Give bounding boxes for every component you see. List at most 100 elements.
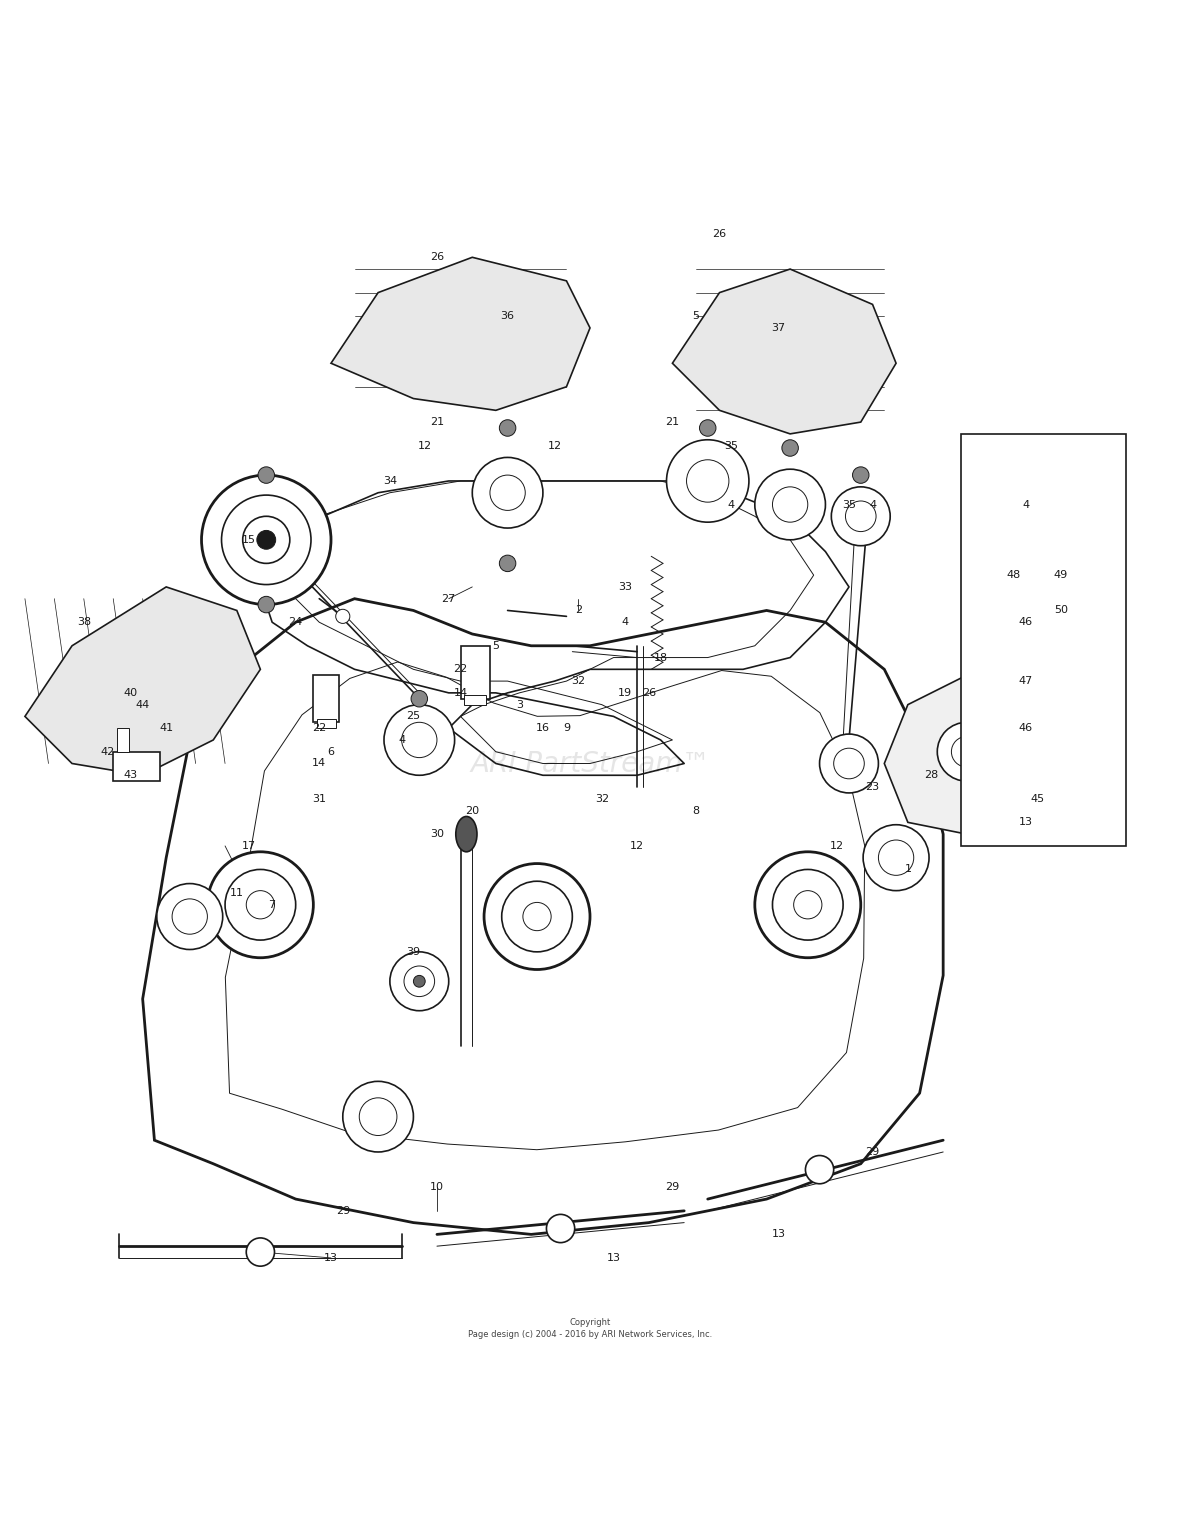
Circle shape: [389, 951, 448, 1011]
Circle shape: [1032, 696, 1061, 725]
Text: 4: 4: [868, 499, 876, 510]
Text: 21: 21: [430, 417, 444, 428]
Text: 19: 19: [618, 687, 632, 698]
Circle shape: [832, 487, 890, 545]
Polygon shape: [25, 586, 261, 776]
Text: 17: 17: [242, 841, 256, 851]
Circle shape: [225, 869, 296, 941]
Polygon shape: [884, 669, 1037, 834]
Text: 35: 35: [725, 441, 739, 450]
Text: 41: 41: [159, 724, 173, 733]
Circle shape: [700, 420, 716, 437]
Circle shape: [755, 469, 826, 541]
Text: 16: 16: [536, 724, 550, 733]
Text: 26: 26: [642, 687, 656, 698]
Circle shape: [852, 467, 868, 484]
Circle shape: [472, 458, 543, 528]
Text: 13: 13: [1018, 817, 1032, 828]
Circle shape: [1029, 510, 1064, 545]
Text: 26: 26: [430, 252, 444, 263]
Circle shape: [157, 884, 223, 950]
Circle shape: [208, 852, 314, 957]
Text: 14: 14: [453, 687, 467, 698]
Circle shape: [258, 467, 275, 484]
Text: 12: 12: [548, 441, 562, 450]
Text: 18: 18: [654, 652, 668, 663]
Text: 22: 22: [453, 664, 467, 675]
Bar: [314, 675, 340, 722]
Text: 44: 44: [136, 699, 150, 710]
Text: 8: 8: [693, 806, 700, 815]
Circle shape: [845, 501, 876, 531]
Text: 15: 15: [242, 534, 256, 545]
Text: 47: 47: [1018, 676, 1032, 686]
Text: 1: 1: [904, 864, 911, 875]
Text: 6: 6: [328, 747, 334, 757]
Circle shape: [1029, 646, 1064, 681]
Text: 49: 49: [1054, 570, 1068, 580]
Text: 13: 13: [324, 1254, 337, 1263]
Circle shape: [755, 852, 860, 957]
Text: 42: 42: [100, 747, 114, 757]
Circle shape: [243, 516, 290, 563]
Text: 5: 5: [492, 641, 499, 651]
Text: 7: 7: [269, 899, 276, 910]
Circle shape: [1040, 473, 1054, 489]
Text: 10: 10: [430, 1182, 444, 1193]
Circle shape: [257, 530, 276, 550]
Text: 29: 29: [335, 1206, 350, 1215]
Ellipse shape: [455, 817, 477, 852]
Circle shape: [1032, 467, 1061, 495]
Circle shape: [794, 890, 822, 919]
Text: 21: 21: [666, 417, 680, 428]
Bar: [961, 434, 1126, 846]
Text: 13: 13: [772, 1229, 786, 1240]
Text: 5: 5: [693, 312, 700, 321]
Text: Copyright: Copyright: [570, 1318, 610, 1327]
Text: 39: 39: [406, 947, 420, 957]
Text: ARI PartStream™: ARI PartStream™: [470, 750, 710, 777]
Circle shape: [342, 1081, 413, 1151]
Text: 11: 11: [230, 889, 244, 898]
Circle shape: [523, 902, 551, 930]
Circle shape: [1041, 704, 1053, 716]
Text: 4: 4: [622, 617, 629, 628]
Text: 40: 40: [124, 687, 138, 698]
Text: 32: 32: [595, 794, 609, 803]
Text: 45: 45: [1030, 794, 1044, 803]
Bar: [117, 728, 129, 751]
Circle shape: [806, 1156, 834, 1183]
Text: 50: 50: [1054, 606, 1068, 615]
Circle shape: [484, 864, 590, 970]
Bar: [317, 719, 336, 728]
Circle shape: [247, 1238, 275, 1266]
Circle shape: [773, 487, 808, 522]
Bar: [1037, 557, 1056, 586]
Text: 25: 25: [406, 712, 420, 721]
Text: 12: 12: [630, 841, 644, 851]
Circle shape: [172, 899, 208, 935]
Circle shape: [834, 748, 864, 779]
Text: 46: 46: [1018, 724, 1032, 733]
Circle shape: [667, 440, 749, 522]
Text: 4: 4: [398, 734, 405, 745]
Circle shape: [411, 690, 427, 707]
Circle shape: [1025, 596, 1068, 638]
Text: 2: 2: [575, 606, 582, 615]
Text: 20: 20: [465, 806, 479, 815]
Bar: [464, 695, 486, 704]
Circle shape: [502, 881, 572, 951]
Text: 24: 24: [289, 617, 303, 628]
Circle shape: [359, 1098, 396, 1136]
Circle shape: [490, 475, 525, 510]
Text: 46: 46: [1018, 617, 1032, 628]
Text: 29: 29: [865, 1147, 879, 1157]
Text: 9: 9: [563, 724, 570, 733]
Text: 28: 28: [924, 770, 938, 780]
Circle shape: [782, 440, 799, 457]
Text: 23: 23: [865, 782, 879, 793]
Text: 36: 36: [500, 312, 514, 321]
Text: 33: 33: [618, 582, 632, 592]
Text: 32: 32: [571, 676, 585, 686]
Circle shape: [247, 890, 275, 919]
